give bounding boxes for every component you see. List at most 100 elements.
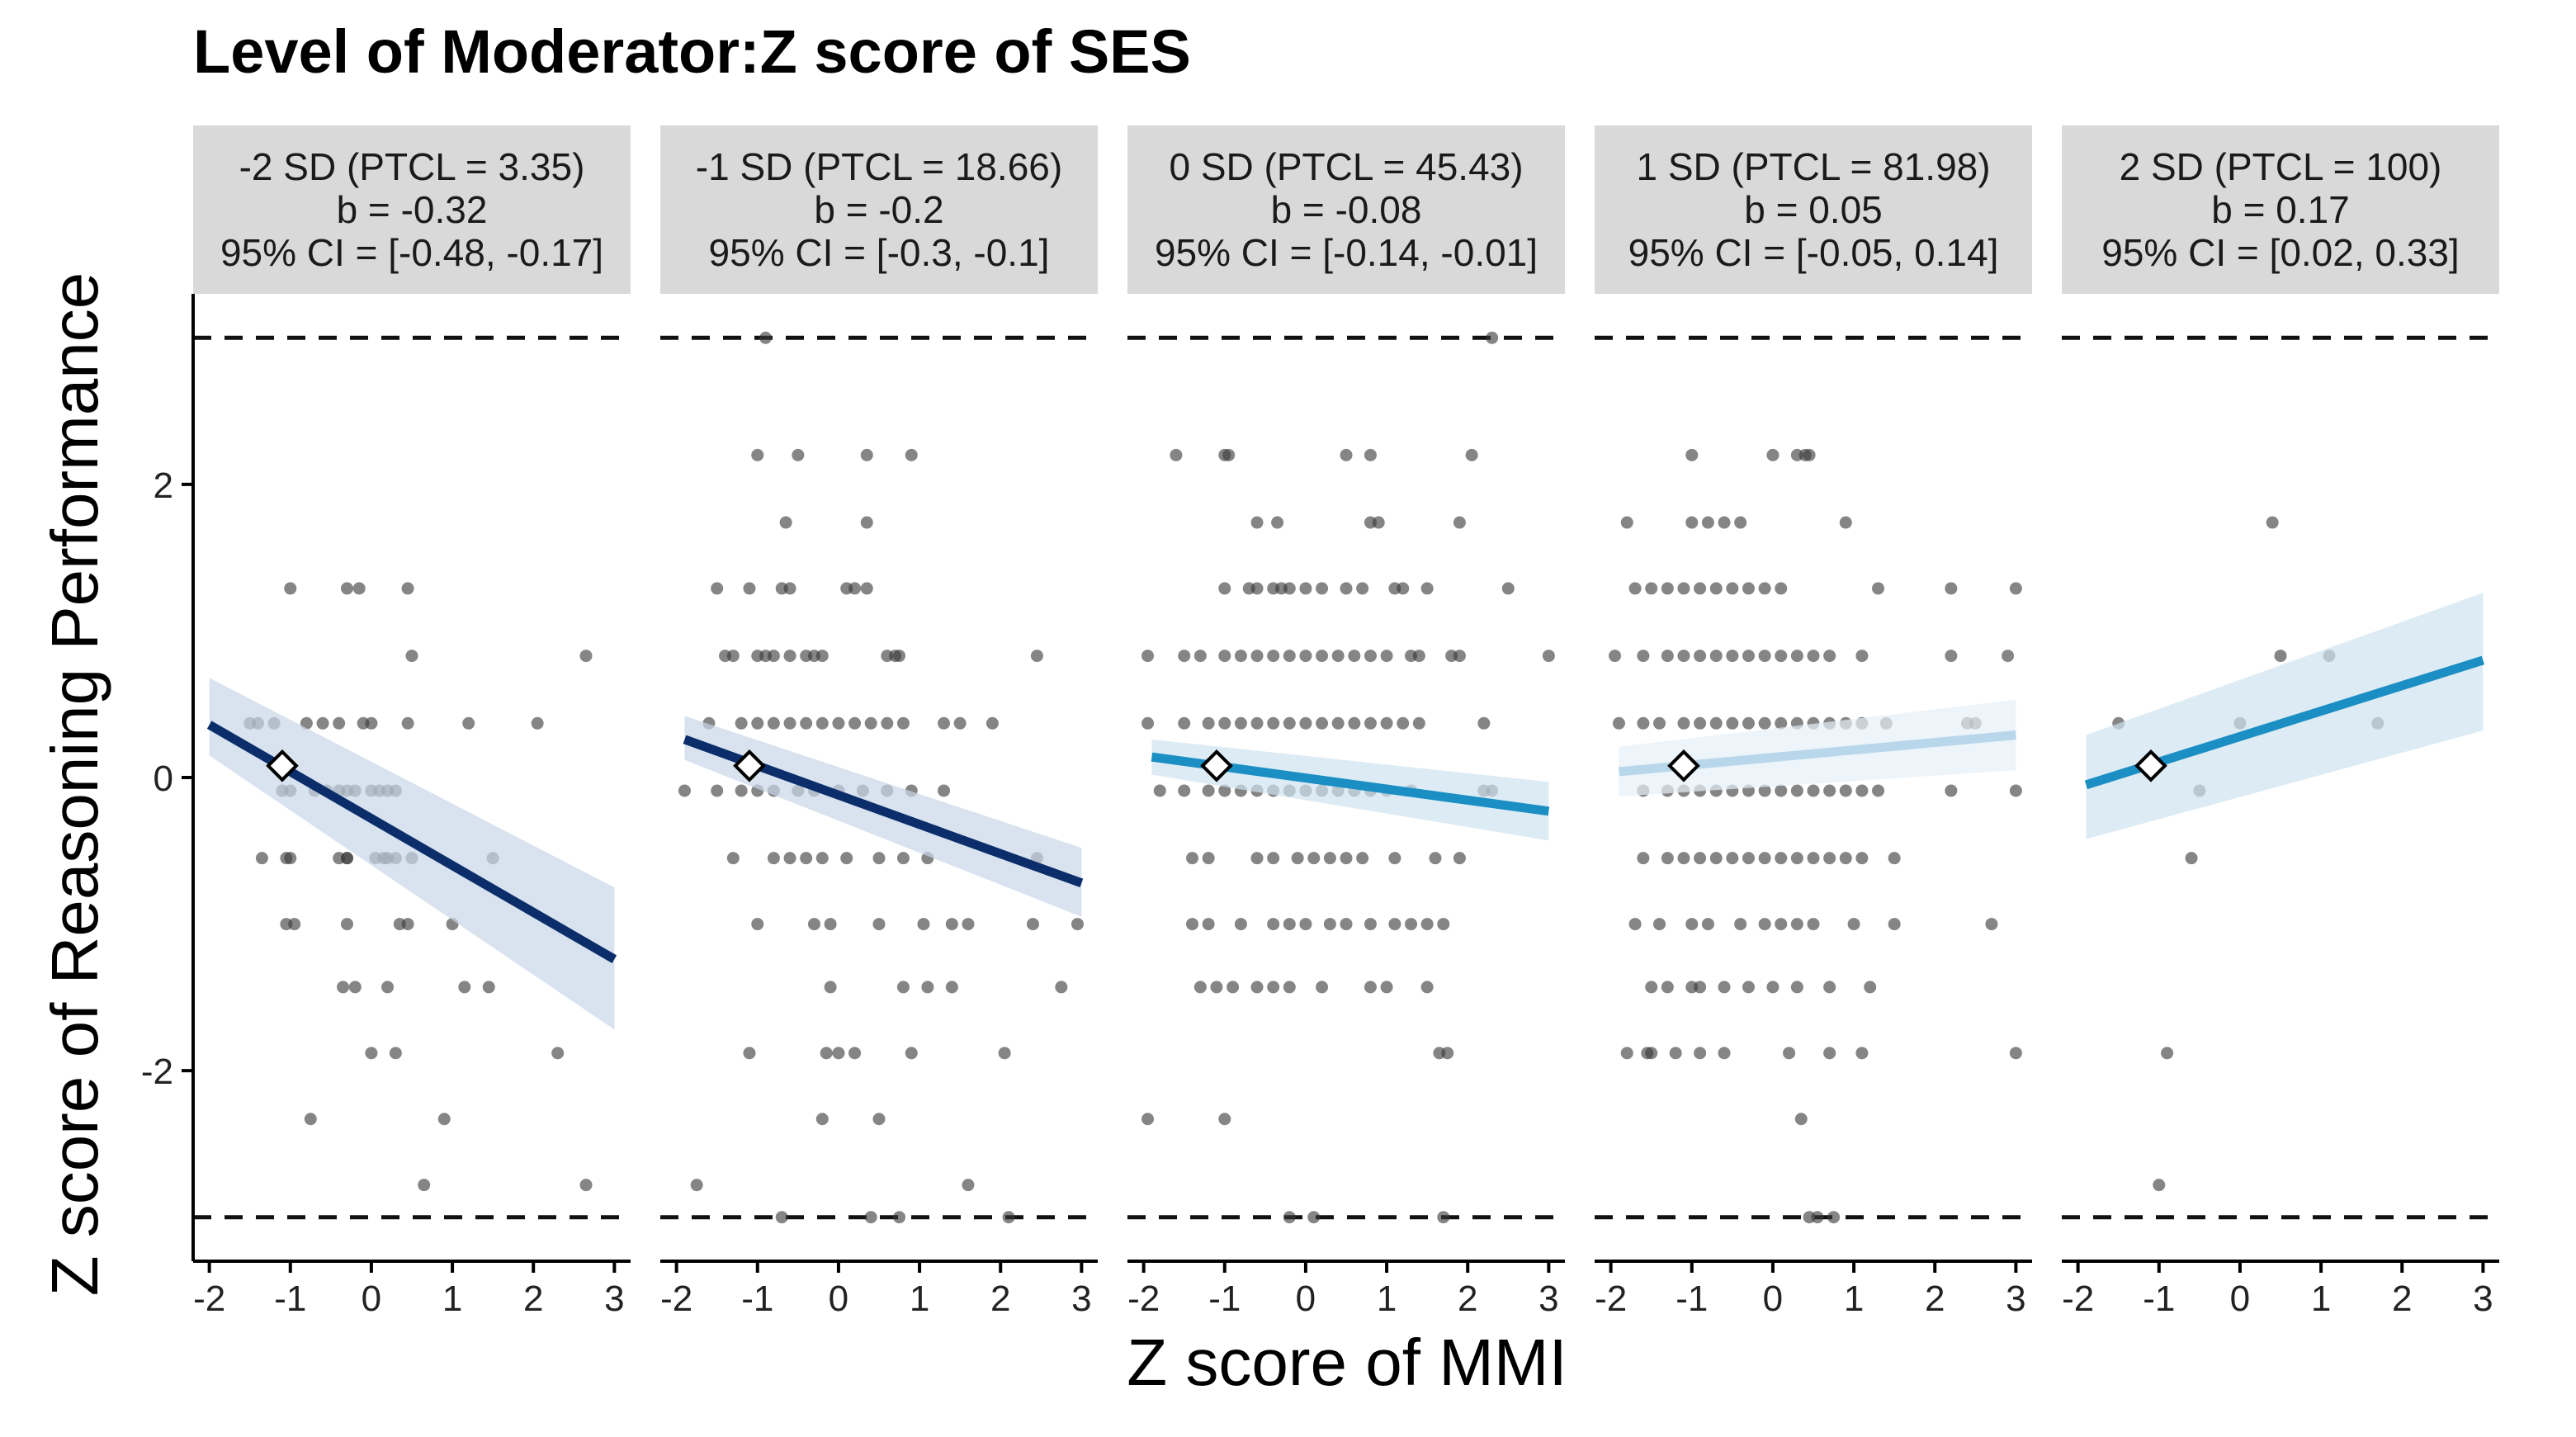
data-point xyxy=(1718,1047,1731,1060)
data-point xyxy=(458,981,471,994)
data-point xyxy=(1872,784,1885,797)
data-point xyxy=(896,981,910,994)
data-point xyxy=(1661,852,1674,865)
data-point xyxy=(985,716,999,730)
data-point xyxy=(848,582,862,595)
data-point xyxy=(1726,650,1739,663)
data-point xyxy=(284,852,297,865)
facet-slope: b = 0.17 xyxy=(2211,188,2350,231)
data-point xyxy=(905,1047,918,1060)
data-point xyxy=(1864,981,1877,994)
data-point xyxy=(1356,582,1369,595)
x-tick-label: -1 xyxy=(274,1279,306,1319)
data-point xyxy=(1283,716,1296,730)
data-point xyxy=(840,852,853,865)
data-point xyxy=(1709,650,1723,663)
data-point xyxy=(1945,582,1958,595)
data-point xyxy=(1283,918,1296,931)
data-point xyxy=(896,716,910,730)
data-point xyxy=(1661,582,1674,595)
data-point xyxy=(1453,650,1466,663)
data-point xyxy=(1465,448,1478,461)
data-point xyxy=(1823,852,1836,865)
data-point xyxy=(1234,918,1247,931)
data-point xyxy=(1645,1047,1658,1060)
confidence-band xyxy=(2086,593,2484,839)
data-point xyxy=(1141,1113,1155,1126)
data-point xyxy=(751,918,764,931)
x-tick-label: 1 xyxy=(442,1279,462,1319)
data-point xyxy=(2185,852,2198,865)
data-point xyxy=(1340,918,1353,931)
facet-slope: b = -0.32 xyxy=(337,188,488,231)
data-point xyxy=(401,716,414,730)
data-point xyxy=(1267,852,1280,865)
data-point xyxy=(1855,650,1869,663)
data-point xyxy=(872,1113,886,1126)
data-point xyxy=(881,716,894,730)
data-point xyxy=(1794,1113,1808,1126)
data-point xyxy=(945,981,958,994)
data-point xyxy=(678,784,691,797)
data-point xyxy=(1267,981,1280,994)
data-point xyxy=(1364,448,1377,461)
data-point xyxy=(352,582,366,595)
data-point xyxy=(401,582,414,595)
data-point xyxy=(864,1211,877,1224)
facet-ci: 95% CI = [0.02, 0.33] xyxy=(2101,231,2459,274)
data-point xyxy=(1299,582,1312,595)
data-point xyxy=(1718,981,1731,994)
data-point xyxy=(800,852,813,865)
data-point xyxy=(333,716,346,730)
data-point xyxy=(848,716,862,730)
confidence-band xyxy=(684,716,1082,917)
data-point xyxy=(1218,716,1231,730)
data-point xyxy=(1397,582,1410,595)
data-point xyxy=(1645,981,1658,994)
data-point xyxy=(872,852,886,865)
confidence-band xyxy=(1151,739,1549,841)
data-point xyxy=(531,716,544,730)
facet-ci: 95% CI = [-0.14, -0.01] xyxy=(1155,231,1538,274)
data-point xyxy=(1945,784,1958,797)
data-point xyxy=(1405,918,1418,931)
data-point xyxy=(1331,650,1345,663)
data-point xyxy=(832,1047,845,1060)
data-point xyxy=(1380,981,1393,994)
chart-title: Level of Moderator:Z score of SES xyxy=(193,17,1191,86)
data-point xyxy=(1222,448,1236,461)
facet-label: 1 SD (PTCL = 81.98) xyxy=(1636,145,1990,188)
data-point xyxy=(1307,852,1321,865)
data-point xyxy=(1283,582,1296,595)
x-tick-label: 1 xyxy=(1377,1279,1397,1319)
data-point xyxy=(1685,918,1699,931)
data-point xyxy=(1250,852,1264,865)
data-point xyxy=(1839,516,1852,529)
data-point xyxy=(751,448,764,461)
data-point xyxy=(1718,516,1731,529)
x-tick-label: 0 xyxy=(362,1279,381,1319)
data-point xyxy=(1839,852,1852,865)
data-point xyxy=(1855,852,1869,865)
data-point xyxy=(1193,981,1207,994)
data-point xyxy=(1412,716,1425,730)
data-point xyxy=(945,918,958,931)
data-point xyxy=(1307,1211,1321,1224)
data-point xyxy=(962,918,975,931)
data-point xyxy=(864,716,877,730)
data-points xyxy=(1609,448,2022,1224)
facet-label: -2 SD (PTCL = 3.35) xyxy=(239,145,585,188)
data-point xyxy=(300,716,313,730)
data-point xyxy=(1839,784,1852,797)
facet-strip xyxy=(193,125,631,294)
data-point xyxy=(462,716,475,730)
data-point xyxy=(1807,918,1820,931)
data-point xyxy=(348,981,362,994)
data-point xyxy=(1170,448,1183,461)
x-tick-label: 0 xyxy=(2230,1279,2250,1319)
data-point xyxy=(800,716,813,730)
data-point xyxy=(1397,716,1410,730)
data-point xyxy=(1790,981,1803,994)
